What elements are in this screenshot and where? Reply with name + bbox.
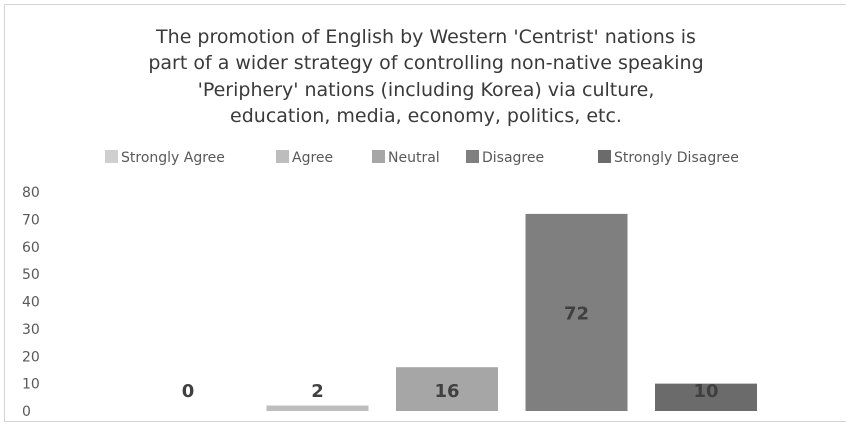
chart-title-line-2: part of a wider strategy of controlling …: [148, 52, 704, 74]
legend-label-disagree: Disagree: [482, 150, 544, 166]
y-tick-label-0: 0: [22, 404, 31, 420]
data-label-disagree: 72: [564, 303, 589, 324]
chart-frame: [4, 4, 846, 422]
bar-strongly-disagree: [655, 383, 757, 411]
y-tick-label-70: 70: [22, 212, 40, 228]
bar-disagree: [525, 213, 628, 411]
legend-swatch-neutral: [372, 150, 385, 163]
data-label-neutral: 16: [434, 381, 459, 402]
legend-swatch-disagree: [466, 150, 479, 163]
data-label-strongly-agree: 0: [182, 381, 195, 402]
bar-neutral: [396, 367, 498, 411]
legend-swatch-strongly-agree: [105, 150, 118, 163]
data-label-strongly-disagree: 10: [693, 381, 718, 402]
legend-swatch-agree: [276, 150, 289, 163]
data-label-agree: 2: [311, 381, 324, 402]
legend-label-strongly-agree: Strongly Agree: [121, 150, 225, 166]
legend-label-neutral: Neutral: [388, 150, 440, 166]
chart-title-line-1: The promotion of English by Western 'Cen…: [156, 26, 696, 48]
legend-label-strongly-disagree: Strongly Disagree: [614, 150, 739, 166]
y-tick-label-80: 80: [22, 185, 40, 201]
y-tick-label-30: 30: [22, 322, 40, 338]
chart-title-line-3: 'Periphery' nations (including Korea) vi…: [197, 79, 655, 101]
bar-agree: [266, 405, 369, 411]
y-tick-label-40: 40: [22, 295, 40, 311]
y-tick-label-50: 50: [22, 267, 40, 283]
y-tick-label-10: 10: [22, 377, 40, 393]
y-tick-label-20: 20: [22, 349, 40, 365]
y-tick-label-60: 60: [22, 240, 40, 256]
legend-swatch-strongly-disagree: [598, 150, 611, 163]
chart-title-line-4: education, media, economy, politics, etc…: [230, 105, 622, 127]
legend-label-agree: Agree: [292, 150, 333, 166]
